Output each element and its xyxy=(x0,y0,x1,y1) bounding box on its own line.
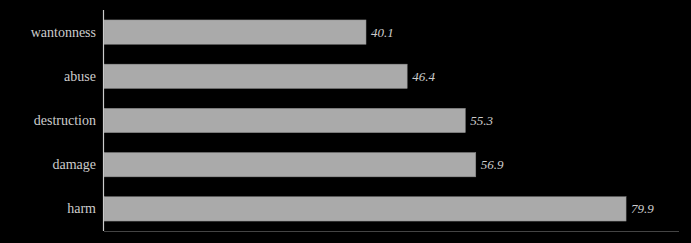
value-label: 46.4 xyxy=(412,69,435,84)
bar xyxy=(104,20,366,44)
category-label: destruction xyxy=(34,113,96,128)
page: {"chart_data": {"type": "bar", "orientat… xyxy=(0,0,691,243)
axes xyxy=(104,10,680,232)
bar xyxy=(104,108,465,132)
category-label: wantonness xyxy=(31,25,96,40)
x-axis-line xyxy=(104,231,679,232)
category-label: harm xyxy=(67,201,96,216)
category-label: damage xyxy=(52,157,96,172)
chart: harm 79.9 damage 56.9 destruction 55.3 abuse 46… xyxy=(0,0,691,243)
background xyxy=(0,0,691,243)
value-label: 79.9 xyxy=(631,201,654,216)
bar xyxy=(104,64,407,88)
bar xyxy=(104,153,476,177)
y-axis-line xyxy=(103,10,104,231)
value-label: 40.1 xyxy=(371,25,394,40)
bars xyxy=(104,20,626,221)
bar xyxy=(104,197,626,221)
category-label: abuse xyxy=(64,69,96,84)
value-label: 56.9 xyxy=(481,157,504,172)
value-label: 55.3 xyxy=(470,113,493,128)
labels: harm 79.9 damage 56.9 destruction 55.3 abuse 46… xyxy=(31,25,655,217)
